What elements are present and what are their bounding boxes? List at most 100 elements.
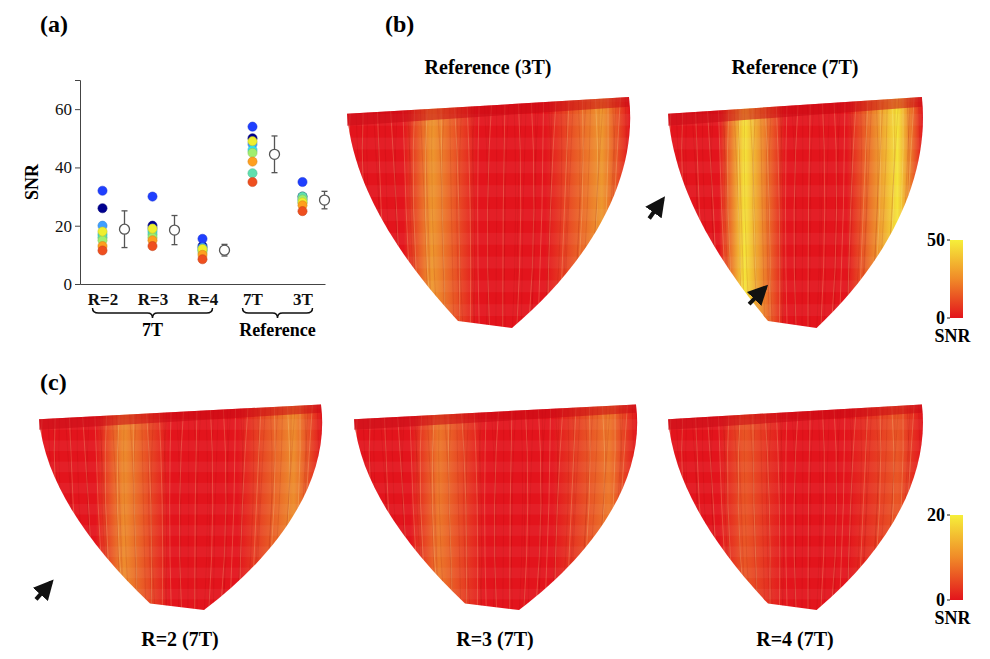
panel-a: (a)0204060R=2R=3R=47T3TSNR7TReference (22, 11, 330, 340)
rendering-rim (347, 97, 629, 126)
mean-point (320, 195, 330, 205)
rendering (338, 90, 638, 328)
x-tick-label: 3T (293, 290, 314, 309)
y-tick-label: 40 (55, 158, 72, 177)
subject-point (248, 122, 257, 131)
rendering-rim (668, 97, 922, 126)
band (345, 440, 645, 451)
x-tick-label: R=3 (138, 290, 168, 309)
error-cap (272, 135, 278, 136)
image-caption: R=2 (7T) (141, 628, 219, 651)
rendering (345, 398, 645, 610)
x-axis-line (81, 284, 326, 285)
y-tick: 20 (55, 217, 80, 236)
error-cap (322, 191, 328, 192)
y-tick-mark (75, 109, 80, 110)
fiber-texture (660, 398, 930, 610)
band (30, 483, 330, 494)
subject-point (248, 148, 257, 157)
band (30, 440, 330, 451)
colorbar-tick (947, 600, 950, 601)
fiber-texture (30, 398, 330, 610)
subject-point (148, 224, 157, 233)
colorbar-tick-label: 50 (927, 230, 945, 250)
figure: (a)0204060R=2R=3R=47T3TSNR7TReference(b)… (0, 0, 990, 659)
band (338, 138, 638, 150)
error-cap (322, 208, 328, 209)
band (660, 462, 930, 473)
band (345, 483, 645, 494)
band (345, 462, 645, 473)
band (660, 483, 930, 494)
arrow (749, 288, 765, 305)
band (30, 462, 330, 473)
fiber-texture (345, 398, 645, 610)
band (30, 504, 330, 515)
marks (98, 122, 330, 264)
band (345, 589, 645, 600)
band (660, 568, 930, 579)
band (660, 525, 930, 536)
colorbar-tick (947, 240, 950, 241)
band (660, 138, 930, 150)
mean-point (220, 245, 230, 255)
subject-point (148, 224, 157, 233)
subject-point (198, 234, 207, 243)
band (345, 504, 645, 515)
error-cap (122, 210, 128, 211)
colorbar-tick (947, 515, 950, 516)
band (338, 185, 638, 197)
panel-c: (c)R=2 (7T)R=3 (7T)R=4 (7T)020SNR (30, 369, 972, 651)
panel-letter: (c) (40, 369, 67, 395)
y-tick: 60 (55, 100, 80, 119)
subject-point (98, 246, 107, 255)
subject-point (298, 177, 307, 186)
group-bracket (93, 308, 213, 318)
band (660, 504, 930, 515)
fiber-texture (660, 90, 930, 328)
panel-b: (b)Reference (3T)Reference (7T)050SNR (338, 11, 972, 346)
rendering (30, 398, 330, 610)
band (660, 209, 930, 221)
x-tick: R=4 (188, 284, 219, 309)
subject-point (248, 157, 257, 166)
band (660, 546, 930, 557)
y-tick-label: 0 (64, 275, 73, 294)
subject-point (248, 177, 257, 186)
subject-point (98, 204, 107, 213)
band (338, 257, 638, 269)
band (660, 589, 930, 600)
y-tick-label: 20 (55, 217, 72, 236)
image-title: Reference (3T) (425, 56, 552, 79)
mean-point (270, 149, 280, 159)
error-cap (122, 247, 128, 248)
colorbar-tick-label: 20 (927, 505, 945, 525)
band (30, 546, 330, 557)
y-axis: 0 20 40 60 (55, 81, 81, 294)
band (660, 280, 930, 292)
error-cap (172, 215, 178, 216)
x-tick: R=3 (138, 284, 168, 309)
rendering (660, 90, 930, 328)
rendering-rim (39, 404, 321, 429)
mean-point (120, 224, 130, 234)
group-label: 7T (142, 320, 163, 340)
band (338, 233, 638, 245)
subject-point (98, 227, 107, 236)
image-title: Reference (7T) (732, 56, 859, 79)
subject-point (248, 169, 257, 178)
x-tick: R=2 (88, 284, 118, 309)
error-cap (272, 172, 278, 173)
subject-point (198, 255, 207, 264)
band (30, 589, 330, 600)
band (338, 209, 638, 221)
subject-point (248, 137, 257, 146)
fiber-texture (338, 90, 638, 328)
band (345, 546, 645, 557)
subject-point (148, 242, 157, 251)
y-tick: 0 (64, 275, 81, 294)
subject-point (98, 186, 107, 195)
image-caption: R=4 (7T) (756, 628, 834, 651)
band (345, 525, 645, 536)
colorbar (950, 515, 963, 600)
